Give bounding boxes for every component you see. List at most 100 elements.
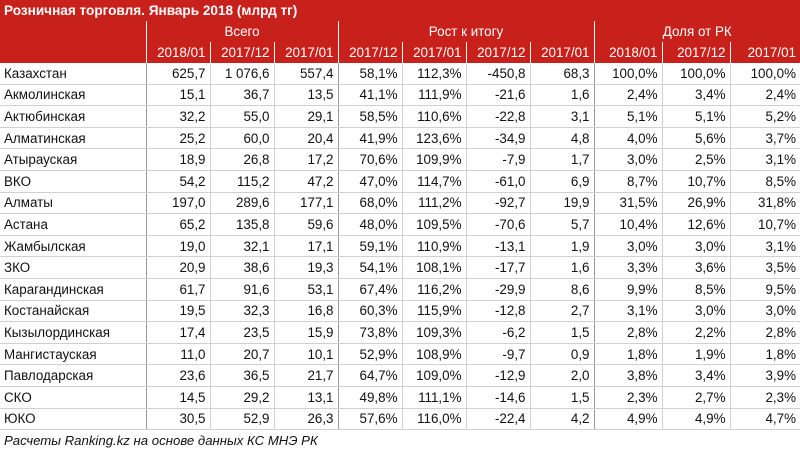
table-cell: 19,0 bbox=[145, 235, 210, 258]
table-cell: 26,8 bbox=[209, 148, 274, 171]
table-row: Алматы 197,0 289,6 177,1 68,0% 111,2% -92,7 19,… bbox=[0, 192, 800, 215]
table-cell: -6,2 bbox=[465, 321, 530, 344]
table-cell: 108,9% bbox=[401, 343, 466, 366]
table-cell: 4,0% bbox=[593, 127, 662, 150]
table-cell: -29,9 bbox=[465, 278, 530, 301]
table-cell: 47,2 bbox=[273, 170, 338, 193]
table-cell: 1,8% bbox=[593, 343, 662, 366]
table-cell: 1,5 bbox=[529, 386, 594, 409]
table-cell: -7,9 bbox=[465, 148, 530, 171]
table-cell: 8,7% bbox=[593, 170, 662, 193]
table-cell: 49,8% bbox=[337, 386, 402, 409]
table-cell: 10,7% bbox=[729, 213, 800, 236]
table-cell: 21,7 bbox=[273, 364, 338, 387]
sub-header-cell: 2018/01 bbox=[593, 42, 662, 63]
table-cell: 625,7 bbox=[145, 63, 210, 85]
table-cell: 53,1 bbox=[273, 278, 338, 301]
table-cell: -14,6 bbox=[465, 386, 530, 409]
table-cell: 32,2 bbox=[145, 105, 210, 128]
table-cell: 100,0% bbox=[593, 63, 662, 85]
table-cell: 6,9 bbox=[529, 170, 594, 193]
table-cell: 3,4% bbox=[661, 364, 730, 387]
table-cell: 3,1% bbox=[593, 300, 662, 323]
table-cell: 3,6% bbox=[661, 256, 730, 279]
table-cell: 1,6 bbox=[529, 256, 594, 279]
table-row: Костанайская 19,5 32,3 16,8 60,3% 115,9% -12,8… bbox=[0, 300, 800, 323]
region-name: Мангистауская bbox=[0, 343, 146, 366]
table-cell: 17,1 bbox=[273, 235, 338, 258]
group-header-row: Всего Рост к итогу Доля от РК bbox=[0, 21, 800, 42]
table-cell: 111,9% bbox=[401, 84, 466, 107]
region-name: Акмолинская bbox=[0, 84, 146, 107]
table-cell: 59,6 bbox=[273, 213, 338, 236]
table-cell: 9,9% bbox=[593, 278, 662, 301]
table-cell: -22,8 bbox=[465, 105, 530, 128]
table-cell: 13,1 bbox=[273, 386, 338, 409]
sub-header-cell: 2017/12 bbox=[209, 42, 274, 63]
table-row: ЮКО 30,5 52,9 26,3 57,6% 116,0% -22,4 4,2 4,9% 4,… bbox=[0, 408, 800, 431]
table-cell: 108,1% bbox=[401, 256, 466, 279]
table-title: Розничная торговля. Январь 2018 (млрд тг… bbox=[0, 0, 800, 21]
region-name: Алматы bbox=[0, 192, 146, 215]
table-cell: 1,5 bbox=[529, 321, 594, 344]
table-cell: 10,4% bbox=[593, 213, 662, 236]
table-cell: 3,1% bbox=[729, 235, 800, 258]
table-cell: 58,5% bbox=[337, 105, 402, 128]
table-cell: 3,1% bbox=[729, 148, 800, 171]
table-cell: 30,5 bbox=[145, 408, 210, 431]
table-cell: -22,4 bbox=[465, 408, 530, 431]
table-cell: 116,0% bbox=[401, 408, 466, 431]
table-cell: 91,6 bbox=[209, 278, 274, 301]
table-cell: 61,7 bbox=[145, 278, 210, 301]
table-cell: 65,2 bbox=[145, 213, 210, 236]
table-cell: -34,9 bbox=[465, 127, 530, 150]
table-cell: 20,9 bbox=[145, 256, 210, 279]
table-cell: 70,6% bbox=[337, 148, 402, 171]
table-row: Казахстан 625,7 1 076,6 557,4 58,1% 112,3% -45… bbox=[0, 63, 800, 85]
table-cell: 3,1 bbox=[529, 105, 594, 128]
table-cell: 3,0% bbox=[661, 300, 730, 323]
table-row: Актюбинская 32,2 55,0 29,1 58,5% 110,6% -22,8 3… bbox=[0, 105, 800, 128]
table-cell: 1,8% bbox=[729, 343, 800, 366]
table-cell: 3,8% bbox=[593, 364, 662, 387]
table-row: Алматинская 25,2 60,0 20,4 41,9% 123,6% -34,9 4… bbox=[0, 127, 800, 150]
table-cell: 2,4% bbox=[593, 84, 662, 107]
table-cell: 31,8% bbox=[729, 192, 800, 215]
region-name: Карагандинская bbox=[0, 278, 146, 301]
sub-header-cell: 2017/01 bbox=[729, 42, 800, 63]
footer-row: Расчеты Ranking.kz на основе данных КС М… bbox=[0, 429, 800, 450]
sub-header-cell: 2018/01 bbox=[145, 42, 210, 63]
table-cell: 26,9% bbox=[661, 192, 730, 215]
table-cell: 4,9% bbox=[661, 408, 730, 431]
table-row: Акмолинская 15,1 36,7 13,5 41,1% 111,9% -21,6 1… bbox=[0, 84, 800, 107]
table-cell: 177,1 bbox=[273, 192, 338, 215]
table-row: Мангистауская 11,0 20,7 10,1 52,9% 108,9% -9,7… bbox=[0, 343, 800, 366]
table-row: Павлодарская 23,6 36,5 21,7 64,7% 109,0% -12,9… bbox=[0, 364, 800, 387]
table-cell: 111,1% bbox=[401, 386, 466, 409]
table-cell: 16,8 bbox=[273, 300, 338, 323]
table-row: Астана 65,2 135,8 59,6 48,0% 109,5% -70,6 5,7 10… bbox=[0, 213, 800, 236]
table-cell: 109,5% bbox=[401, 213, 466, 236]
table-cell: 38,6 bbox=[209, 256, 274, 279]
table-cell: 3,0% bbox=[593, 148, 662, 171]
table-cell: -13,1 bbox=[465, 235, 530, 258]
table-cell: 29,2 bbox=[209, 386, 274, 409]
table-cell: 26,3 bbox=[273, 408, 338, 431]
table-cell: 289,6 bbox=[209, 192, 274, 215]
table-cell: 2,3% bbox=[593, 386, 662, 409]
table-cell: 10,1 bbox=[273, 343, 338, 366]
table-cell: 19,5 bbox=[145, 300, 210, 323]
region-name: Кызылординская bbox=[0, 321, 146, 344]
region-name: СКО bbox=[0, 386, 146, 409]
table-cell: 1,7 bbox=[529, 148, 594, 171]
table-cell: 60,3% bbox=[337, 300, 402, 323]
table-cell: 52,9% bbox=[337, 343, 402, 366]
region-name: Павлодарская bbox=[0, 364, 146, 387]
table-cell: 5,2% bbox=[729, 105, 800, 128]
region-name: Актюбинская bbox=[0, 105, 146, 128]
table-cell: 5,6% bbox=[661, 127, 730, 150]
table-cell: 55,0 bbox=[209, 105, 274, 128]
table-cell: 109,3% bbox=[401, 321, 466, 344]
table-cell: 135,8 bbox=[209, 213, 274, 236]
